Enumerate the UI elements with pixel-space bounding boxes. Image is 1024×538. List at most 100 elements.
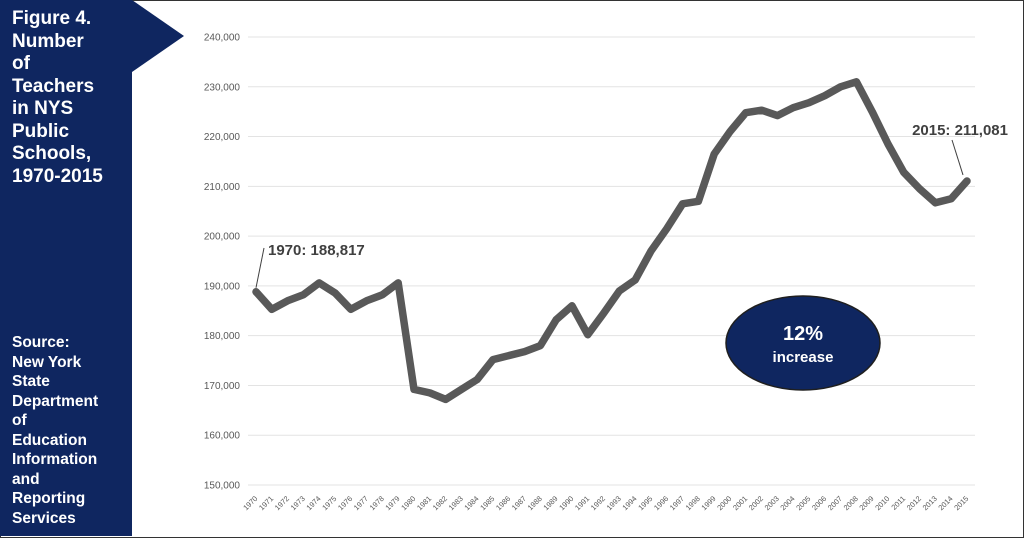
x-tick-label: 1982: [431, 494, 449, 512]
badge-ellipse: [725, 295, 881, 391]
data-point: [603, 312, 605, 314]
data-point: [571, 305, 573, 307]
data-point: [761, 109, 763, 111]
data-point: [776, 115, 778, 117]
data-point: [666, 228, 668, 230]
data-point: [476, 379, 478, 380]
x-tick-label: 2014: [936, 494, 954, 512]
x-tick-label: 1980: [399, 494, 417, 512]
data-point: [413, 388, 415, 390]
data-point: [445, 398, 447, 400]
data-point: [887, 143, 889, 145]
x-tick-label: 2005: [794, 494, 812, 512]
x-tick-label: 2008: [842, 494, 860, 512]
data-point: [713, 153, 715, 155]
data-point: [697, 200, 699, 202]
series-line: [252, 78, 971, 404]
x-tick-label: 1975: [320, 494, 338, 512]
x-tick-label: 1974: [304, 494, 322, 512]
x-tick-label: 1970: [241, 494, 259, 512]
y-tick-label: 180,000: [204, 331, 241, 342]
data-point: [934, 202, 936, 204]
data-point: [650, 250, 652, 252]
x-tick-label: 1978: [368, 494, 386, 512]
data-point: [334, 292, 336, 294]
data-point: [255, 291, 257, 293]
data-point: [682, 203, 684, 205]
x-tick-label: 2002: [747, 494, 765, 512]
y-tick-label: 210,000: [204, 182, 241, 193]
data-point: [381, 294, 383, 296]
data-point: [634, 279, 636, 281]
sidebar-arrow: [132, 0, 184, 72]
figure-source: Source: New York State Department of Edu…: [12, 334, 99, 527]
y-tick-label: 200,000: [204, 232, 241, 243]
x-tick-label: 1988: [526, 494, 544, 512]
annotation-leader-1970: [255, 247, 265, 288]
x-tick-label: 2006: [810, 494, 828, 512]
x-tick-label: 2012: [905, 494, 923, 512]
x-tick-label: 2004: [778, 494, 796, 512]
x-tick-label: 1992: [589, 494, 607, 512]
x-axis-ticks: 1970197119721973197419751976197719781979…: [241, 494, 970, 512]
series-group: [252, 78, 971, 404]
x-tick-label: 1984: [462, 494, 480, 512]
x-tick-label: 1983: [447, 494, 465, 512]
figure-sidebar: Figure 4. Number of Teachers in NYS Publ…: [0, 0, 132, 536]
data-point: [824, 95, 826, 97]
data-point: [539, 345, 541, 347]
y-tick-label: 160,000: [204, 431, 241, 442]
annotation-1970: 1970: 188,817: [268, 242, 365, 259]
data-point: [950, 198, 952, 200]
data-point: [508, 355, 510, 357]
increase-badge: 12% increase: [725, 295, 881, 391]
data-point: [524, 351, 526, 353]
data-point: [808, 102, 810, 104]
badge-label: increase: [773, 349, 834, 366]
x-tick-label: 1979: [383, 494, 401, 512]
gridlines: [248, 36, 975, 486]
data-point: [460, 388, 462, 390]
x-tick-label: 2000: [715, 494, 733, 512]
x-tick-label: 1995: [636, 494, 654, 512]
x-tick-label: 1981: [415, 494, 433, 512]
x-tick-label: 1993: [605, 494, 623, 512]
x-tick-label: 1986: [494, 494, 512, 512]
y-tick-label: 190,000: [204, 281, 241, 292]
x-tick-label: 2010: [873, 494, 891, 512]
data-point: [555, 319, 557, 321]
data-point: [966, 180, 968, 182]
data-point: [366, 300, 368, 302]
x-tick-label: 2003: [763, 494, 781, 512]
data-point: [318, 282, 320, 284]
data-point: [287, 300, 289, 302]
data-point: [350, 308, 352, 310]
x-tick-label: 2011: [889, 494, 907, 512]
x-tick-label: 2015: [952, 494, 970, 512]
x-tick-label: 2007: [826, 494, 844, 512]
y-tick-label: 150,000: [204, 481, 241, 492]
data-point: [745, 112, 747, 114]
y-tick-label: 240,000: [204, 33, 241, 44]
data-point: [618, 290, 620, 292]
x-tick-label: 1990: [557, 494, 575, 512]
x-tick-label: 1972: [273, 494, 291, 512]
annotation-leader-2015: [951, 139, 964, 176]
badge-percent: 12%: [783, 323, 823, 345]
x-tick-label: 1987: [510, 494, 528, 512]
data-point: [871, 111, 873, 113]
y-tick-label: 220,000: [204, 132, 241, 143]
x-tick-label: 1977: [352, 494, 370, 512]
data-point: [302, 294, 304, 296]
x-tick-label: 1973: [289, 494, 307, 512]
x-tick-label: 1998: [684, 494, 702, 512]
y-tick-label: 170,000: [204, 381, 241, 392]
data-point: [840, 86, 842, 88]
x-tick-label: 1996: [652, 494, 670, 512]
data-point: [429, 392, 431, 394]
x-tick-label: 1976: [336, 494, 354, 512]
data-point: [492, 359, 494, 361]
data-point: [919, 188, 921, 190]
